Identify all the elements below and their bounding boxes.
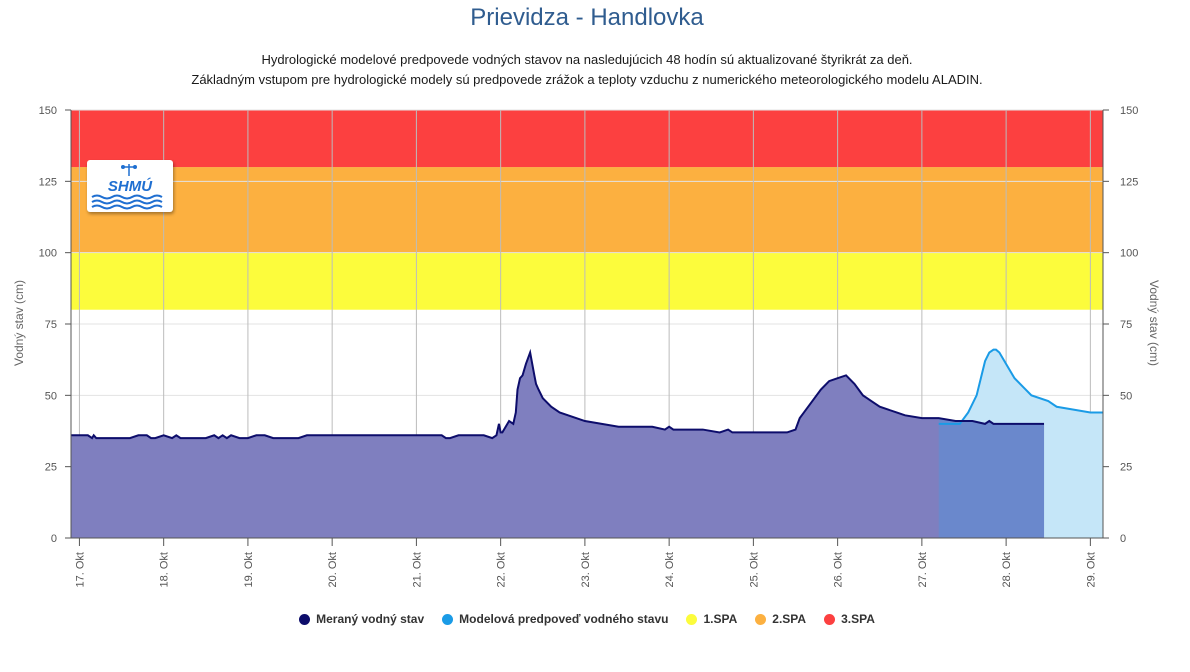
y-axis-title-left: Vodný stav (cm)	[12, 280, 26, 366]
legend-dot-icon	[299, 613, 311, 625]
x-tick-label: 28. Okt	[1001, 552, 1013, 587]
x-tick-label: 25. Okt	[748, 552, 760, 587]
legend-label: Meraný vodný stav	[316, 612, 425, 626]
x-tick-label: 26. Okt	[833, 552, 845, 587]
legend-label: 3.SPA	[841, 612, 875, 626]
y-tick-label-left: 0	[51, 533, 57, 545]
y-axis-title-right: Vodný stav (cm)	[1147, 280, 1161, 366]
y-tick-label-left: 50	[45, 390, 57, 402]
logo-text: SHMÚ	[108, 177, 153, 195]
y-tick-label-right: 125	[1120, 176, 1138, 188]
x-tick-label: 20. Okt	[327, 552, 339, 587]
legend-item-spa3[interactable]: 3.SPA	[824, 612, 875, 626]
spa-bands	[71, 110, 1103, 310]
band-2spa	[71, 167, 1103, 253]
legend-item-spa2[interactable]: 2.SPA	[755, 612, 806, 626]
x-tick-label: 27. Okt	[917, 552, 929, 587]
x-tick-label: 22. Okt	[496, 552, 508, 587]
overlap-area	[938, 418, 1045, 538]
band-1spa	[71, 252, 1103, 310]
chart-legend: Meraný vodný stav Modelová predpoveď vod…	[0, 612, 1174, 626]
legend-label: 2.SPA	[772, 612, 807, 626]
y-tick-label-right: 25	[1120, 462, 1132, 474]
legend-dot-icon	[824, 613, 836, 625]
measured-line	[71, 348, 1045, 440]
chart-title: Prievidza - Handlovka	[470, 4, 704, 31]
y-tick-label-left: 150	[39, 105, 57, 117]
chart-series	[71, 348, 1103, 538]
y-tick-label-left: 100	[39, 248, 57, 260]
legend-dot-icon	[755, 613, 767, 625]
x-tick-label: 23. Okt	[580, 552, 592, 587]
y-tick-label-left: 125	[39, 176, 57, 188]
x-tick-label: 19. Okt	[243, 552, 255, 587]
subtitle-line-1: Hydrologické modelové predpovede vodných…	[261, 52, 913, 67]
chart-subtitle: Hydrologické modelové predpovede vodných…	[0, 50, 1174, 90]
y-tick-label-right: 75	[1120, 319, 1132, 331]
y-tick-label-right: 0	[1120, 533, 1126, 545]
subtitle-line-2: Základným vstupom pre hydrologické model…	[191, 72, 983, 87]
grid-lines	[71, 109, 1103, 539]
shmu-logo: SHMÚ	[87, 160, 173, 212]
legend-label: 1.SPA	[703, 612, 738, 626]
legend-label: Modelová predpoveď vodného stavu	[459, 612, 669, 626]
y-tick-label-right: 150	[1120, 105, 1138, 117]
band-3spa	[71, 110, 1103, 168]
x-tick-label: 17. Okt	[74, 552, 86, 587]
y-tick-label-left: 25	[45, 462, 57, 474]
legend-item-forecast[interactable]: Modelová predpoveď vodného stavu	[442, 612, 668, 626]
x-tick-label: 18. Okt	[159, 552, 171, 587]
forecast-line	[938, 348, 1103, 425]
legend-dot-icon	[686, 613, 698, 625]
water-level-chart: 0 0 25 25 50 50 75 75 100 100 125 125 150 150 17. Okt 1…	[12, 105, 1161, 587]
y-tick-label-left: 75	[45, 319, 57, 331]
shmu-logo-icon: SHMÚ	[91, 164, 168, 210]
legend-item-measured[interactable]: Meraný vodný stav	[299, 612, 424, 626]
x-tick-label: 29. Okt	[1085, 552, 1097, 587]
legend-item-spa1[interactable]: 1.SPA	[686, 612, 737, 626]
chart-axes: 0 0 25 25 50 50 75 75 100 100 125 125 150 150 17. Okt 1…	[39, 105, 1139, 587]
legend-dot-icon	[442, 613, 454, 625]
measured-area	[71, 352, 1045, 538]
x-tick-label: 24. Okt	[664, 552, 676, 587]
y-tick-label-right: 100	[1120, 248, 1138, 260]
x-tick-label: 21. Okt	[411, 552, 423, 587]
y-tick-label-right: 50	[1120, 390, 1132, 402]
